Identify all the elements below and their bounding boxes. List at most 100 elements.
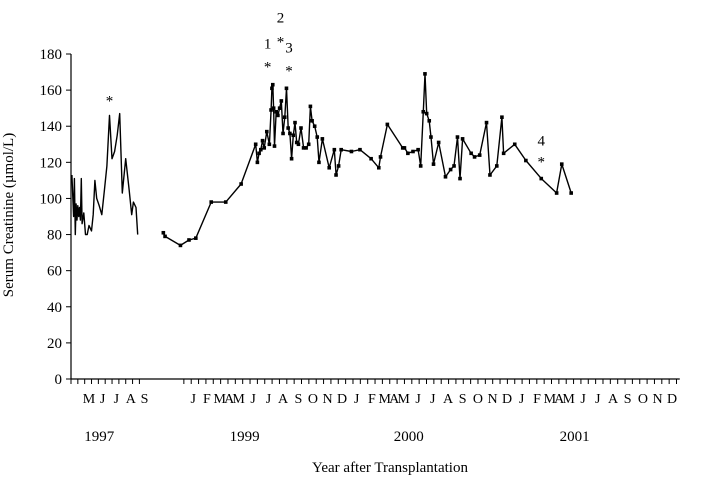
data-point: [448, 167, 453, 172]
data-point: [209, 200, 214, 204]
x-month-label: N: [322, 392, 332, 407]
series-line-1999-2001: [162, 73, 572, 247]
data-point: [299, 126, 303, 130]
data-point: [477, 153, 482, 157]
data-point: [301, 146, 306, 150]
data-point: [339, 147, 343, 152]
y-tick-label: 80: [47, 228, 62, 244]
data-point: [421, 109, 426, 114]
data-point: [539, 176, 544, 181]
data-point: [402, 146, 407, 150]
data-point: [308, 104, 313, 109]
data-point: [416, 147, 420, 152]
event-number-label: 3: [285, 40, 293, 56]
x-year-label: 2001: [560, 429, 590, 445]
data-point: [427, 119, 432, 123]
data-point: [452, 164, 456, 168]
data-point: [458, 176, 462, 181]
y-tick-label: 20: [47, 336, 62, 352]
data-point: [178, 243, 183, 248]
x-axis-title: Year after Transplantation: [312, 460, 468, 476]
x-month-label: J: [430, 392, 436, 407]
x-month-label: M: [232, 392, 245, 407]
data-point: [267, 142, 272, 147]
data-point: [163, 234, 167, 239]
x-month-label: N: [652, 392, 662, 407]
x-month-label: A: [608, 392, 619, 407]
data-point: [334, 173, 338, 177]
data-point: [472, 155, 477, 159]
data-point: [469, 151, 473, 156]
data-point: [257, 151, 261, 156]
x-month-label: N: [487, 392, 497, 407]
data-point: [378, 155, 383, 159]
x-month-label: M: [83, 392, 96, 407]
data-point: [317, 160, 321, 165]
chart-annotations: **1 *2*3*4: [106, 11, 546, 171]
y-tick-label: 40: [47, 300, 62, 316]
x-month-label: D: [337, 392, 347, 407]
data-point: [406, 151, 410, 156]
event-marker: *: [264, 60, 272, 76]
event-number-label: 4: [538, 134, 546, 150]
event-marker: *: [538, 155, 546, 171]
data-point: [455, 135, 460, 139]
event-number-label: 1: [264, 37, 272, 53]
x-month-label: S: [459, 392, 467, 407]
chart-series: [71, 72, 573, 248]
data-point: [304, 146, 308, 150]
data-point: [494, 164, 499, 168]
data-point: [559, 162, 564, 166]
data-point: [187, 238, 191, 242]
x-month-label: J: [354, 392, 360, 407]
data-point: [524, 158, 528, 163]
data-point: [310, 119, 314, 123]
data-point: [276, 113, 280, 118]
y-tick-label: 120: [40, 155, 63, 171]
x-year-label: 2000: [394, 429, 424, 445]
y-tick-label: 160: [40, 83, 63, 99]
x-month-label: D: [667, 392, 677, 407]
data-point: [260, 138, 265, 143]
data-point: [262, 146, 267, 150]
data-point: [270, 86, 274, 91]
x-year-label: 1997: [84, 429, 115, 445]
data-point: [349, 149, 354, 154]
x-month-label: J: [191, 392, 197, 407]
x-month-label: A: [224, 392, 235, 407]
data-point: [194, 236, 198, 240]
data-point: [270, 82, 275, 87]
x-month-label: J: [114, 392, 120, 407]
x-month-label: M: [379, 392, 392, 407]
y-tick-label: 180: [40, 47, 63, 63]
data-point: [488, 173, 492, 177]
x-year-label: 1999: [230, 429, 260, 445]
data-point: [279, 99, 284, 103]
data-point: [500, 115, 504, 119]
event-marker: *: [106, 93, 114, 109]
x-month-label: M: [562, 392, 575, 407]
x-month-label: F: [203, 392, 211, 407]
data-point: [484, 120, 489, 125]
event-marker: *: [277, 35, 285, 51]
data-point: [293, 120, 297, 125]
data-point: [161, 230, 166, 235]
x-month-label: J: [595, 392, 601, 407]
data-point: [315, 135, 320, 139]
x-month-label: S: [295, 392, 303, 407]
data-point: [436, 140, 441, 145]
x-month-label: F: [368, 392, 376, 407]
data-point: [288, 131, 292, 136]
x-month-label: F: [533, 392, 541, 407]
data-point: [369, 156, 373, 161]
data-point: [429, 135, 433, 139]
x-month-label: J: [250, 392, 256, 407]
data-point: [411, 149, 415, 154]
data-point: [377, 165, 381, 170]
series-line-1997: [71, 112, 139, 236]
data-point: [431, 162, 436, 166]
x-month-label: S: [624, 392, 632, 407]
data-point: [358, 147, 362, 152]
